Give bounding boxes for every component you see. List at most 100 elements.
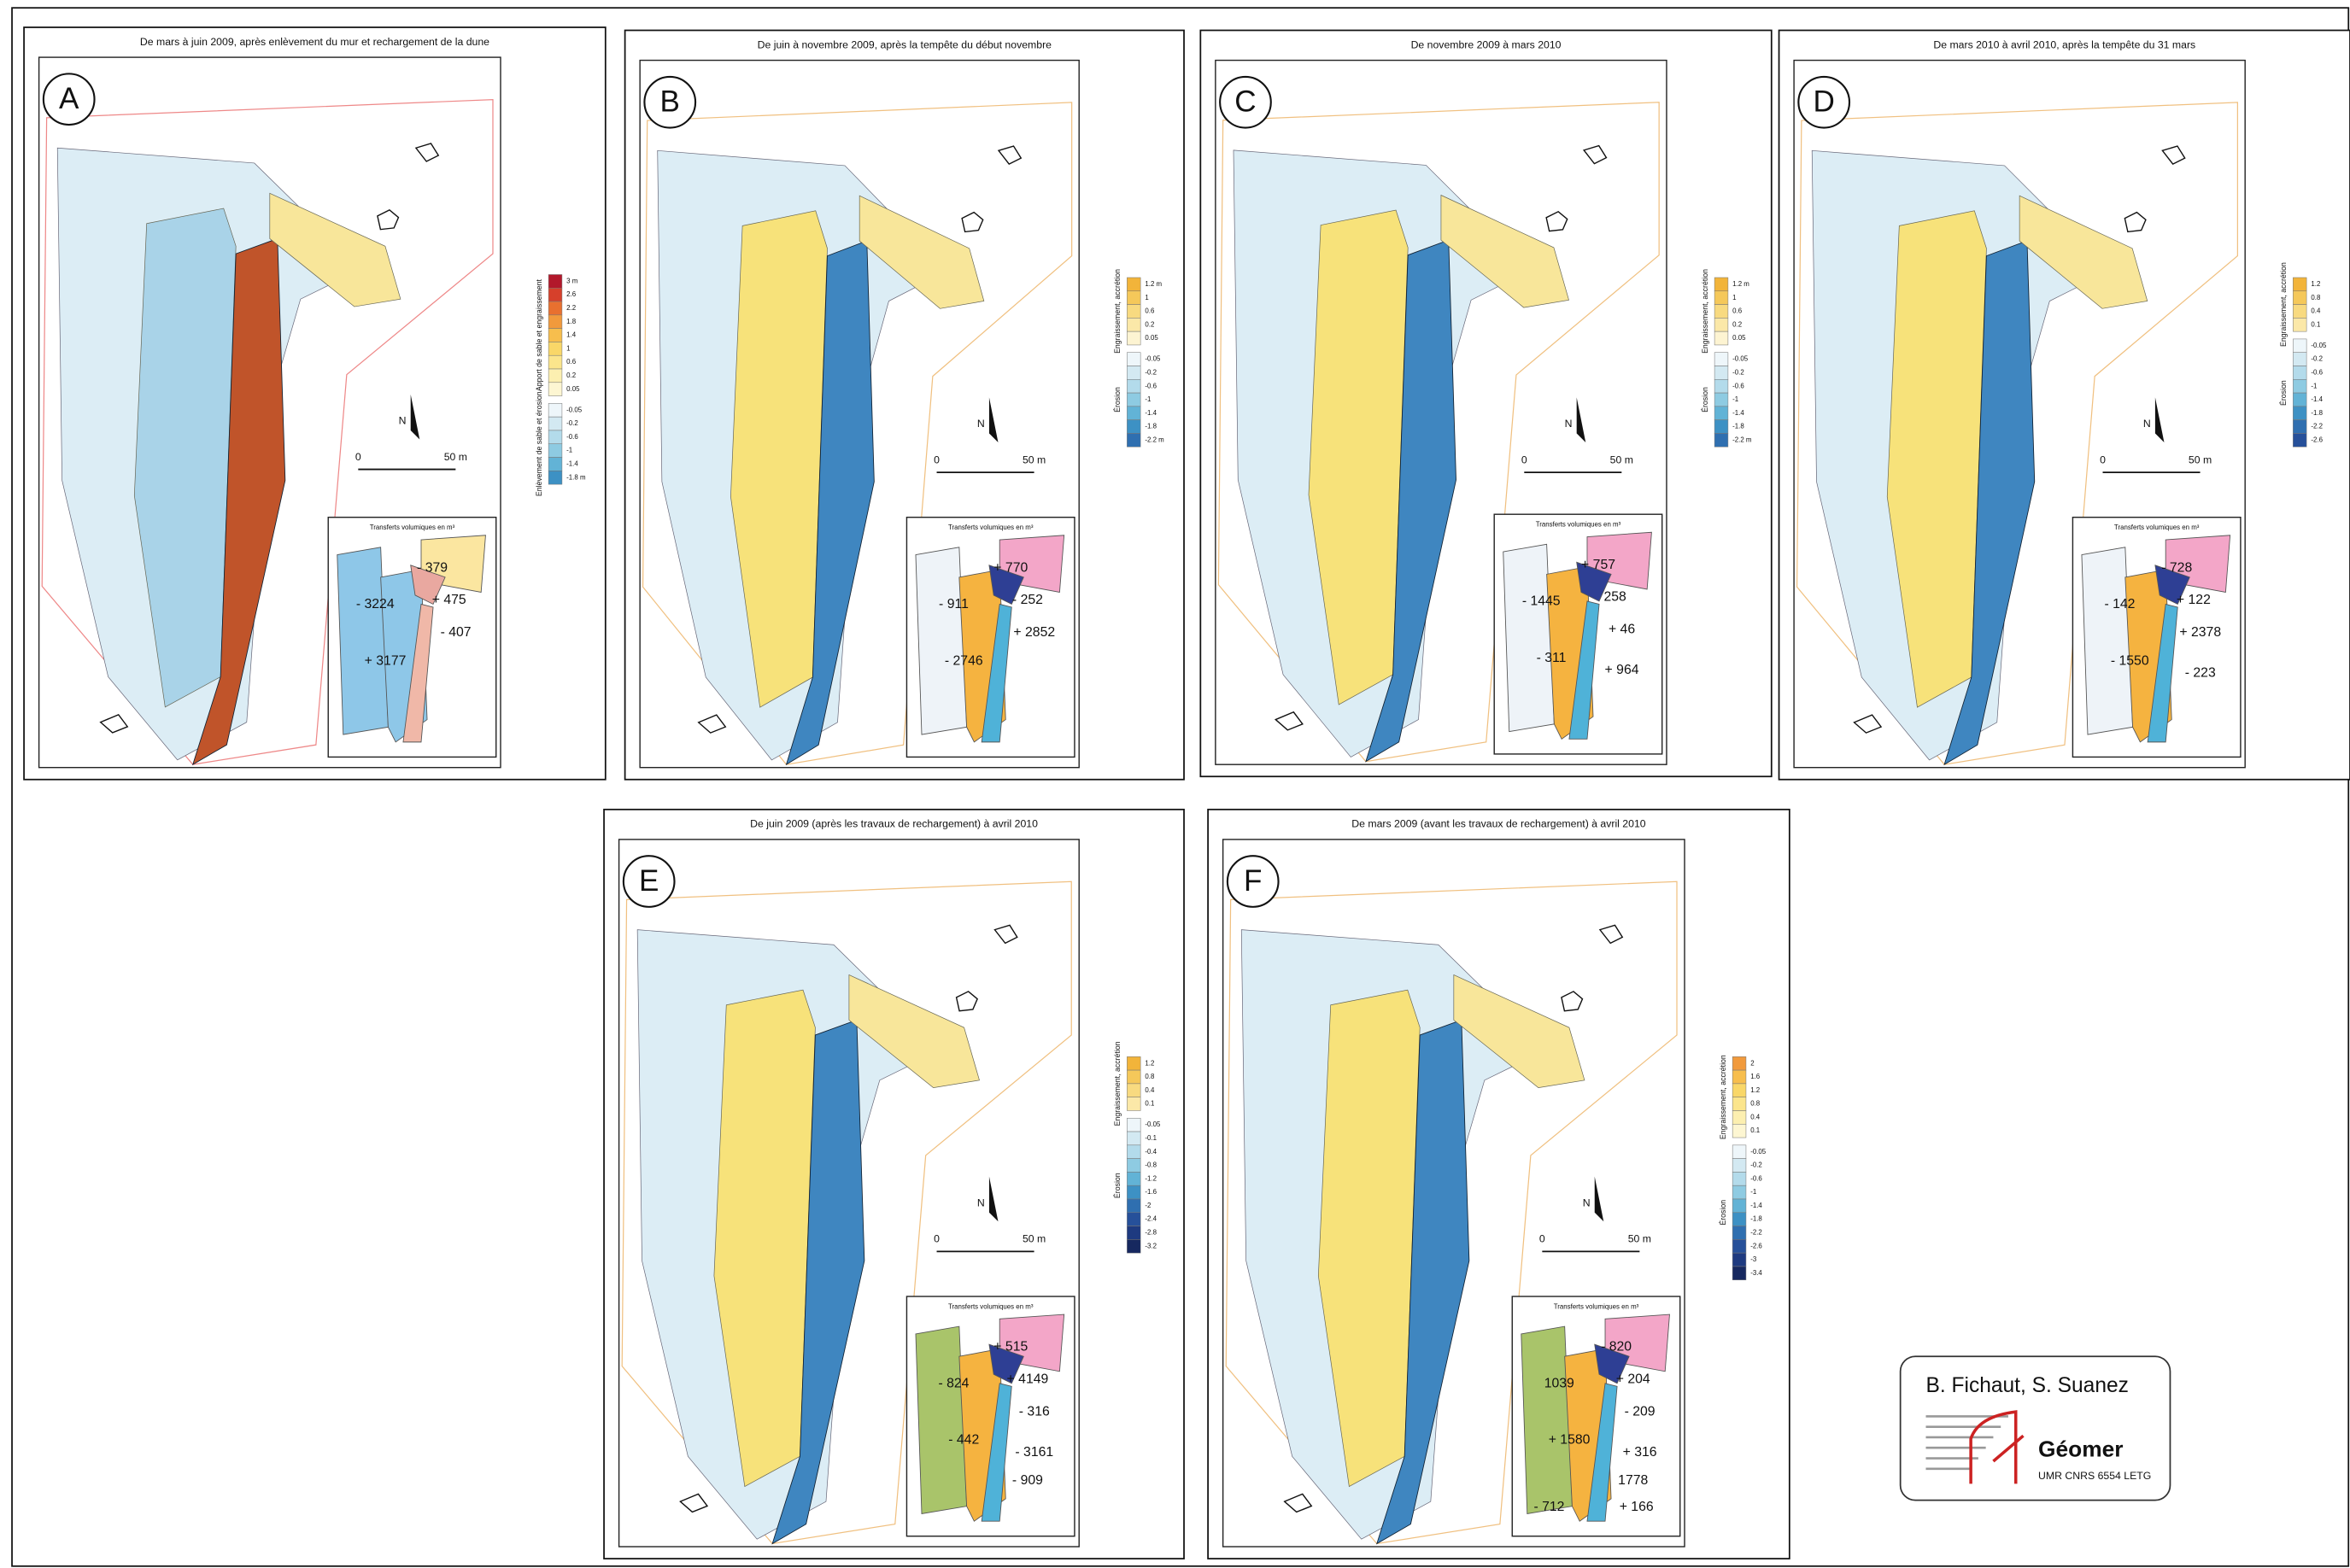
legend-swatch xyxy=(1732,1172,1746,1185)
inset-value: + 757 xyxy=(1581,558,1615,572)
legend-swatch xyxy=(1732,1097,1746,1111)
legend-swatch xyxy=(548,274,562,288)
legend-tick: -1.8 xyxy=(1145,423,1157,430)
legend-tick: -0.6 xyxy=(2311,368,2323,376)
north-label: N xyxy=(977,418,985,430)
legend-label: Érosion xyxy=(1719,1200,1727,1226)
legend-swatch xyxy=(1127,278,1140,291)
legend-tick: -0.2 xyxy=(566,419,578,427)
legend-swatch xyxy=(1127,1185,1140,1199)
legend-swatch xyxy=(1732,1070,1746,1084)
inset-title: Transferts volumiques en m³ xyxy=(370,524,455,531)
panel-letter: B xyxy=(660,85,680,119)
legend-swatch xyxy=(1127,379,1140,393)
legend-swatch xyxy=(548,301,562,315)
legend-swatch xyxy=(1714,318,1728,331)
legend-tick: -1 xyxy=(1145,395,1151,403)
legend-label: Érosion xyxy=(2279,380,2288,406)
legend-tick: 0.8 xyxy=(2311,294,2321,301)
legend-tick: -2.2 m xyxy=(1145,436,1164,443)
legend-tick: 3 m xyxy=(566,277,578,284)
scale-zero: 0 xyxy=(1521,453,1527,465)
legend-swatch xyxy=(1127,1070,1140,1084)
legend-tick: -1.4 xyxy=(1145,409,1157,417)
legend-swatch xyxy=(1732,1159,1746,1173)
scale-zero: 0 xyxy=(934,453,940,465)
legend-tick: -1.2 xyxy=(1145,1174,1157,1182)
legend-tick: -0.8 xyxy=(1145,1161,1157,1169)
scale-distance: 50 m xyxy=(1023,453,1046,465)
legend-tick: 0.1 xyxy=(1145,1100,1154,1108)
legend-tick: 0.6 xyxy=(1732,307,1743,315)
panel-title: De novembre 2009 à mars 2010 xyxy=(1411,38,1562,50)
legend-tick: -2.2 m xyxy=(1732,436,1752,443)
legend-tick: 1.8 xyxy=(566,318,577,325)
legend-swatch xyxy=(1127,1213,1140,1226)
panel-title: De mars 2010 à avril 2010, après la temp… xyxy=(1933,38,2195,50)
map-panel: De mars à juin 2009, après enlèvement du… xyxy=(24,27,606,780)
legend-swatch xyxy=(1127,1199,1140,1213)
panel-title: De mars 2009 (avant les travaux de recha… xyxy=(1351,818,1645,830)
credit-org: Géomer xyxy=(2038,1436,2123,1462)
inset-title: Transferts volumiques en m³ xyxy=(1554,1302,1639,1310)
legend-tick: -1.4 xyxy=(1750,1202,1762,1209)
inset: Transferts volumiques en m³- 728+ 122- 1… xyxy=(2072,518,2241,758)
legend-swatch xyxy=(2293,393,2306,407)
legend-label: Érosion xyxy=(1113,387,1122,412)
legend-tick: -0.05 xyxy=(1145,355,1161,363)
legend-swatch xyxy=(548,430,562,444)
legend-swatch xyxy=(1127,331,1140,345)
legend-swatch xyxy=(2293,278,2306,291)
legend-swatch xyxy=(2293,305,2306,319)
legend-swatch xyxy=(1732,1145,1746,1159)
inset-value: - 909 xyxy=(1012,1473,1043,1488)
legend-swatch xyxy=(548,471,562,484)
inset-value: - 311 xyxy=(1537,651,1567,665)
legend-swatch xyxy=(1127,366,1140,380)
legend-tick: -1.4 xyxy=(2311,395,2323,403)
legend-swatch xyxy=(1127,318,1140,331)
legend-tick: 0.6 xyxy=(566,358,577,366)
scale-zero: 0 xyxy=(934,1233,940,1245)
inset-value: - 3224 xyxy=(356,597,395,611)
legend-tick: -2.6 xyxy=(2311,436,2323,443)
legend-tick: -0.05 xyxy=(1750,1148,1767,1156)
legend-swatch xyxy=(1714,291,1728,305)
legend-swatch xyxy=(2293,407,2306,420)
legend-tick: -1.8 xyxy=(1732,423,1744,430)
legend-tick: -1.8 xyxy=(2311,409,2323,417)
inset-value: + 2852 xyxy=(1013,625,1055,640)
inset-value: - 820 xyxy=(1601,1340,1632,1354)
legend-swatch xyxy=(1714,353,1728,366)
inset-value: - 223 xyxy=(2185,666,2216,681)
legend-swatch xyxy=(1127,291,1140,305)
inset-value: - 3161 xyxy=(1015,1445,1053,1460)
legend-swatch xyxy=(548,342,562,355)
panel-letter: E xyxy=(639,864,659,898)
legend-label: Engraissement, accrétion xyxy=(1719,1055,1727,1139)
legend-tick: -2.2 xyxy=(1750,1229,1762,1237)
legend-tick: 1.4 xyxy=(566,331,577,339)
legend-swatch xyxy=(1127,1056,1140,1070)
legend-tick: 0.4 xyxy=(2311,307,2321,315)
inset-value: + 122 xyxy=(2177,593,2211,607)
legend-label: Enlèvement de sable et érosion xyxy=(535,391,543,496)
scale-zero: 0 xyxy=(355,451,361,463)
legend-swatch xyxy=(2293,433,2306,447)
legend-tick: -1 xyxy=(2311,382,2317,389)
legend-tick: -1 xyxy=(1750,1188,1756,1196)
scale-distance: 50 m xyxy=(2189,453,2212,465)
legend-tick: -1 xyxy=(566,447,572,454)
legend-tick: 0.2 xyxy=(1145,320,1154,328)
panel-title: De mars à juin 2009, après enlèvement du… xyxy=(140,36,489,48)
legend-swatch xyxy=(1732,1199,1746,1213)
legend-label: Engraissement, accrétion xyxy=(1113,1041,1122,1126)
legend-swatch xyxy=(1732,1226,1746,1240)
legend-swatch xyxy=(548,355,562,369)
legend-label: Engraissement, accrétion xyxy=(1113,269,1122,354)
legend-tick: -0.05 xyxy=(1145,1120,1161,1128)
legend-tick: 0.05 xyxy=(1732,334,1746,342)
legend-tick: -0.4 xyxy=(1145,1148,1157,1156)
scale-distance: 50 m xyxy=(1610,453,1633,465)
legend-tick: -2.6 xyxy=(1750,1242,1762,1249)
